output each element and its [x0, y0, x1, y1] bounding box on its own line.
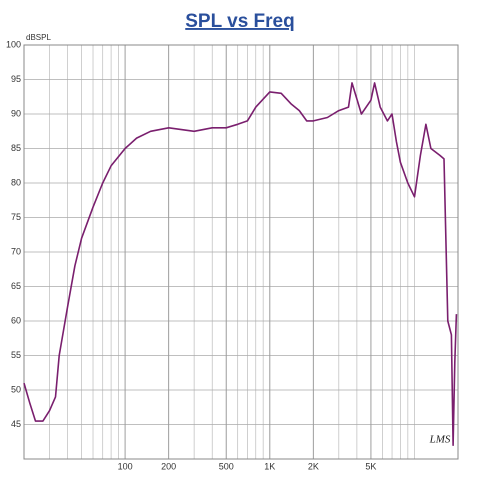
y-tick-label: 95 — [11, 74, 21, 84]
y-tick-label: 60 — [11, 315, 21, 325]
y-tick-label: 50 — [11, 384, 21, 394]
y-tick-label: 100 — [6, 39, 21, 49]
plot-frame — [23, 44, 459, 460]
x-tick-label: 100 — [118, 461, 133, 471]
y-tick-label: 85 — [11, 143, 21, 153]
y-tick-label: 90 — [11, 108, 21, 118]
y-tick-label: 75 — [11, 212, 21, 222]
x-tick-label: 2K — [308, 461, 319, 471]
x-tick-label: 500 — [219, 461, 234, 471]
y-tick-label: 70 — [11, 246, 21, 256]
chart-title: SPL vs Freq — [185, 11, 294, 32]
annotation: LMS — [429, 434, 451, 446]
y-tick-label: 65 — [11, 281, 21, 291]
y-tick-label: 55 — [11, 350, 21, 360]
y-tick-label: 80 — [11, 177, 21, 187]
y-tick-label: 45 — [11, 419, 21, 429]
x-tick-label: 200 — [161, 461, 176, 471]
y-axis-label: dBSPL — [26, 33, 51, 42]
spl-curve — [23, 82, 458, 446]
x-tick-label: 5K — [365, 461, 376, 471]
x-tick-label: 1K — [264, 461, 275, 471]
